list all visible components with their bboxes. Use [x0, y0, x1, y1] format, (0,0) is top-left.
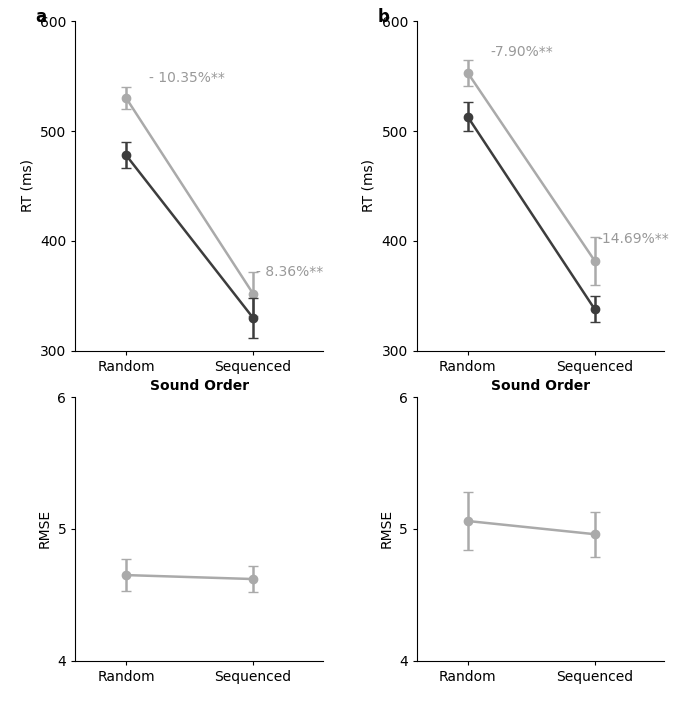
Y-axis label: RMSE: RMSE [38, 510, 52, 548]
Text: - 8.36%**: - 8.36%** [256, 265, 323, 279]
Legend: Single task, Dual task: Single task, Dual task [424, 418, 660, 443]
Y-axis label: RT (ms): RT (ms) [21, 160, 34, 212]
Y-axis label: RT (ms): RT (ms) [362, 160, 376, 212]
Text: b: b [377, 8, 389, 26]
Text: -7.90%**: -7.90%** [490, 45, 553, 59]
Legend: Single task, Dual task: Single task, Dual task [82, 418, 319, 443]
Text: -14.69%**: -14.69%** [597, 232, 669, 246]
X-axis label: Sound Order: Sound Order [491, 380, 590, 394]
Text: a: a [36, 8, 47, 26]
Text: - 10.35%**: - 10.35%** [149, 70, 225, 84]
X-axis label: Sound Order: Sound Order [149, 380, 249, 394]
Y-axis label: RMSE: RMSE [379, 510, 393, 548]
